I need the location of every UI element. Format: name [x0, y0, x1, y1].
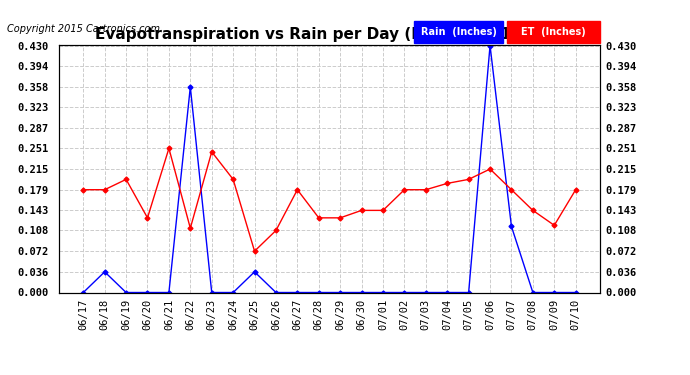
Title: Evapotranspiration vs Rain per Day (Inches) 20150711: Evapotranspiration vs Rain per Day (Inch…: [95, 27, 564, 42]
Text: Rain  (Inches): Rain (Inches): [421, 27, 497, 37]
FancyBboxPatch shape: [414, 21, 504, 43]
Text: Copyright 2015 Cartronics.com: Copyright 2015 Cartronics.com: [7, 24, 160, 34]
Text: ET  (Inches): ET (Inches): [522, 27, 586, 37]
FancyBboxPatch shape: [507, 21, 600, 43]
